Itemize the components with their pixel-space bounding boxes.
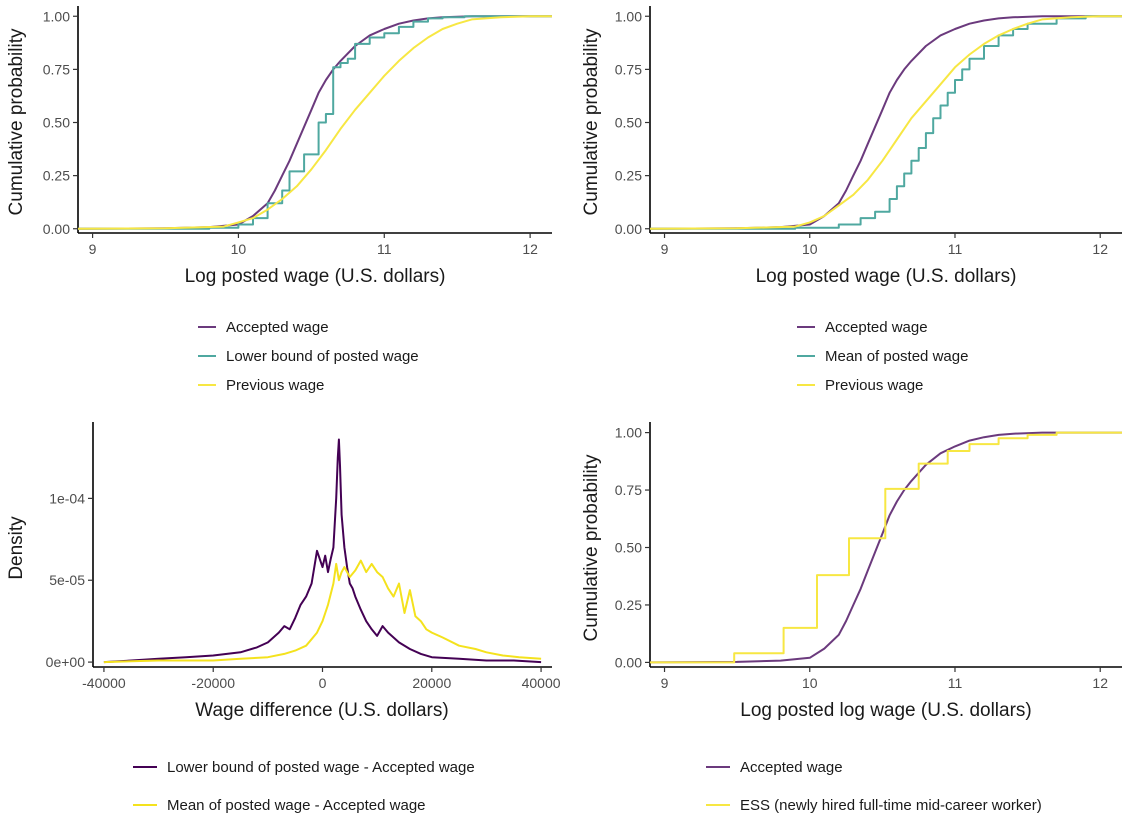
series-line-2 xyxy=(78,15,552,230)
y-tick-label: 0.75 xyxy=(615,482,642,498)
x-tick-label: 11 xyxy=(948,675,963,691)
legend-label: Mean of posted wage xyxy=(825,348,968,365)
series-line-1 xyxy=(103,438,542,664)
y-tick-label: 1.00 xyxy=(43,8,70,24)
x-axis-title: Log posted wage (U.S. dollars) xyxy=(756,266,1017,287)
x-tick-label: -40000 xyxy=(82,675,126,691)
legend-item: Lower bound of posted wage - Accepted wa… xyxy=(133,759,475,776)
series-line-2 xyxy=(103,559,542,664)
x-tick-label: 20000 xyxy=(412,675,451,691)
legend-label: Mean of posted wage - Accepted wage xyxy=(167,797,426,814)
x-tick-label: 11 xyxy=(377,241,392,257)
legend-item: Accepted wage xyxy=(198,319,329,336)
x-tick-label: 10 xyxy=(802,675,818,691)
y-tick-label: 0.00 xyxy=(43,221,70,237)
legend-label: Accepted wage xyxy=(226,319,329,336)
y-axis-title: Cumulative probability xyxy=(581,454,602,641)
y-axis-title: Cumulative probability xyxy=(6,28,27,215)
legend-label: Accepted wage xyxy=(740,759,843,776)
legend-item: Mean of posted wage - Accepted wage xyxy=(133,797,426,814)
y-tick-label: 1e-04 xyxy=(49,490,85,506)
legend-item: Previous wage xyxy=(797,377,923,394)
legend-item: Accepted wage xyxy=(797,319,928,336)
panel-bottom-left: -40000 -20000 0 20000 40000 0e+00 5e-05 1e-04 Wa… xyxy=(6,422,561,814)
y-tick-label: 1.00 xyxy=(615,8,642,24)
x-axis-title: Log posted log wage (U.S. dollars) xyxy=(740,700,1032,721)
x-tick-label: 10 xyxy=(802,241,818,257)
y-tick-label: 0.00 xyxy=(615,221,642,237)
x-tick-label: 12 xyxy=(522,241,538,257)
series-line-1 xyxy=(650,15,1122,230)
legend-item: Lower bound of posted wage xyxy=(198,348,419,365)
legend-label: Previous wage xyxy=(825,377,923,394)
panel-top-right: 9 10 11 12 0.00 0.25 0.50 0.75 1.00 Log posted wa… xyxy=(581,6,1122,394)
legend-item: ESS (newly hired full-time mid-career wo… xyxy=(706,797,1042,814)
x-tick-label: 40000 xyxy=(522,675,561,691)
y-tick-label: 5e-05 xyxy=(49,572,85,588)
legend-label: Lower bound of posted wage xyxy=(226,348,419,365)
series-line-1 xyxy=(78,15,552,230)
legend-item: Accepted wage xyxy=(706,759,843,776)
legend-label: Accepted wage xyxy=(825,319,928,336)
x-tick-label: 11 xyxy=(948,241,963,257)
x-tick-label: 9 xyxy=(89,241,97,257)
y-tick-label: 0.25 xyxy=(615,168,642,184)
y-tick-label: 0.50 xyxy=(615,540,642,556)
x-tick-label: 9 xyxy=(661,675,669,691)
x-tick-label: -20000 xyxy=(191,675,235,691)
x-axis-title: Wage difference (U.S. dollars) xyxy=(195,700,448,721)
series-line-1 xyxy=(650,431,1122,664)
series-line-2 xyxy=(650,15,1122,230)
y-tick-label: 0.75 xyxy=(615,61,642,77)
y-tick-label: 0.50 xyxy=(43,115,70,131)
x-tick-label: 10 xyxy=(231,241,247,257)
x-tick-label: 12 xyxy=(1092,675,1108,691)
y-axis-title: Cumulative probability xyxy=(581,28,602,215)
y-tick-label: 0.75 xyxy=(43,61,70,77)
legend-label: Previous wage xyxy=(226,377,324,394)
legend-item: Previous wage xyxy=(198,377,324,394)
panel-bottom-right: 9 10 11 12 0.00 0.25 0.50 0.75 1.00 Log posted lo… xyxy=(581,422,1122,814)
series-line-3 xyxy=(650,15,1122,230)
x-tick-label: 9 xyxy=(661,241,669,257)
legend-label: Lower bound of posted wage - Accepted wa… xyxy=(167,759,475,776)
x-tick-label: 0 xyxy=(319,675,327,691)
panel-top-left: 9 10 11 12 0.00 0.25 0.50 0.75 1.00 Log posted wa… xyxy=(6,6,552,394)
legend-label: ESS (newly hired full-time mid-career wo… xyxy=(740,797,1042,814)
x-axis-title: Log posted wage (U.S. dollars) xyxy=(185,266,446,287)
y-tick-label: 0.25 xyxy=(43,168,70,184)
y-tick-label: 0.00 xyxy=(615,654,642,670)
legend-item: Mean of posted wage xyxy=(797,348,968,365)
series-line-2 xyxy=(650,431,1122,664)
y-tick-label: 1.00 xyxy=(615,425,642,441)
y-tick-label: 0.50 xyxy=(615,115,642,131)
y-tick-label: 0e+00 xyxy=(46,654,86,670)
x-tick-label: 12 xyxy=(1092,241,1108,257)
y-tick-label: 0.25 xyxy=(615,597,642,613)
y-axis-title: Density xyxy=(6,516,27,580)
series-line-3 xyxy=(78,15,552,230)
